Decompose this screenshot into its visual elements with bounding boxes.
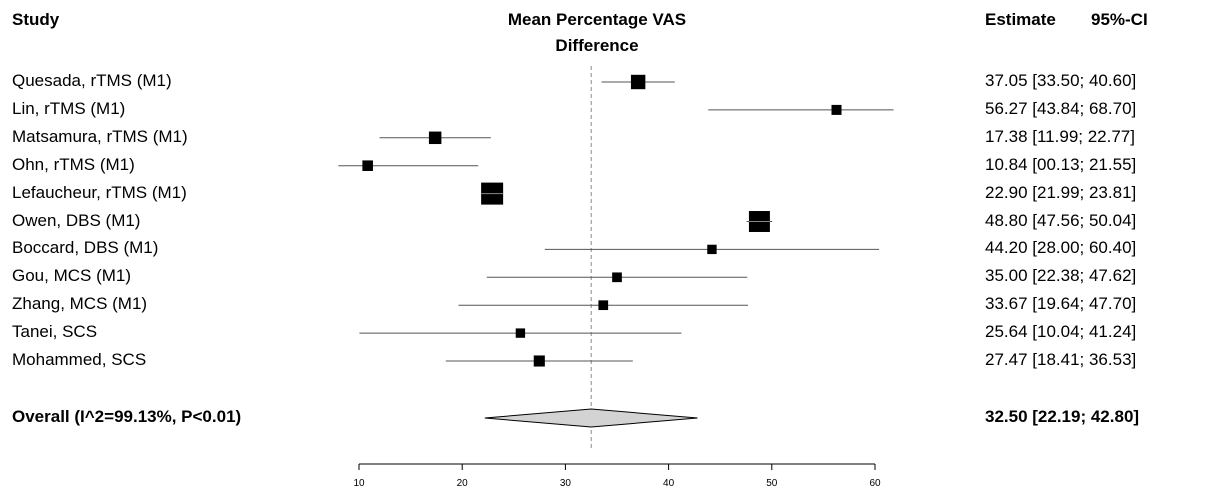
x-tick-label: 50 [766,478,778,489]
point-estimate-marker [630,74,646,90]
study-ci-text: 37.05 [33.50; 40.60] [985,71,1137,90]
study-ci-text: 25.64 [10.04; 41.24] [985,322,1137,342]
study-ci-text: 48.80 [47.56; 50.04] [985,210,1137,230]
study-label: Tanei, SCS [12,322,98,342]
study-label: Ohn, rTMS (M1) [12,154,135,174]
study-ci-text: 27.47 [18.41; 36.53] [985,350,1137,369]
study-header: Study [12,10,60,29]
study-ci-text: 10.84 [00.13; 21.55] [985,154,1137,174]
point-estimate-marker [831,104,842,115]
point-estimate-marker [428,131,442,145]
overall-ci-text: 32.50 [22.19; 42.80] [985,407,1140,426]
x-tick-label: 40 [663,478,675,489]
effect-header-line1: Mean Percentage VAS [507,10,687,29]
x-tick-label: 30 [560,478,572,489]
study-label: Gou, MCS (M1) [12,266,132,286]
study-label: Mohammed, SCS [12,350,147,369]
point-estimate-marker [362,160,373,171]
study-label: Lefaucheur, rTMS (M1) [12,182,187,202]
overall-diamond [484,408,698,428]
study-label: Quesada, rTMS (M1) [12,71,172,90]
estimate-header: Estimate [985,10,1056,29]
study-label: Owen, DBS (M1) [12,210,141,230]
study-label: Matsamura, rTMS (M1) [12,126,188,146]
study-ci-text: 22.90 [21.99; 23.81] [985,182,1137,202]
x-tick-label: 60 [869,478,881,489]
study-label: Lin, rTMS (M1) [12,98,126,118]
study-ci-text: 56.27 [43.84; 68.70] [985,98,1137,118]
study-ci-text: 33.67 [19.64; 47.70] [985,294,1137,314]
study-label: Zhang, MCS (M1) [12,294,148,314]
point-estimate-marker [533,355,545,367]
point-estimate-marker [612,272,622,283]
x-tick-label: 10 [353,478,365,489]
x-tick-label: 20 [457,478,469,489]
point-estimate-marker [598,300,609,311]
ci-header: 95%-CI [1091,10,1148,29]
study-ci-text: 44.20 [28.00; 60.40] [985,238,1137,258]
study-label: Boccard, DBS (M1) [12,238,159,258]
point-estimate-marker [515,328,526,338]
overall-label: Overall (I^2=99.13%, P<0.01) [12,407,242,426]
study-ci-text: 17.38 [11.99; 22.77] [985,126,1135,146]
effect-header-line2: Difference [555,36,639,55]
study-ci-text: 35.00 [22.38; 47.62] [985,266,1137,286]
point-estimate-marker [707,244,717,255]
